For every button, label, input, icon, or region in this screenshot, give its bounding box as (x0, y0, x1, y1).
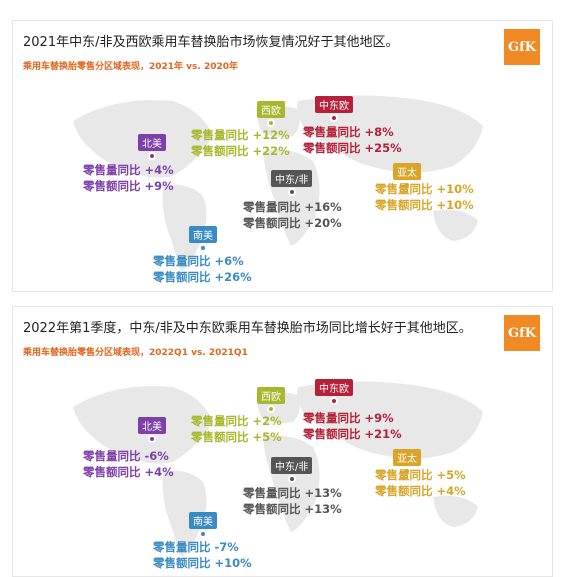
pin-marker-icon (148, 152, 156, 160)
asia-pacific-stats: 零售量同比 +10% 零售额同比 +10% (375, 181, 474, 213)
pin-marker-icon (287, 188, 296, 196)
region-label-north-america: 北美 (138, 417, 166, 434)
north-america-stats: 零售量同比 +4% 零售额同比 +9% (83, 162, 174, 194)
pin-marker-icon (287, 475, 296, 483)
sales-value-yoy: 零售额同比 +20% (243, 216, 342, 230)
gfk-logo: GfK (504, 29, 540, 65)
sales-value-yoy: 零售额同比 +21% (303, 427, 402, 441)
pin-marker-icon (403, 181, 411, 189)
region-pin-middle-east-africa: 中东/非 (271, 455, 313, 483)
pin-marker-icon (267, 119, 275, 127)
pin-marker-icon (199, 244, 207, 252)
sales-volume-yoy: 零售量同比 +6% (153, 254, 244, 268)
subtitle: 乘用车替换胎零售分区域表现，2021年 vs. 2020年 (23, 62, 239, 72)
asia-pacific-stats: 零售量同比 +5% 零售额同比 +4% (375, 467, 466, 499)
region-label-middle-east-africa: 中东/非 (271, 457, 313, 474)
region-pin-western-europe: 西欧 (257, 99, 285, 127)
sales-value-yoy: 零售额同比 +4% (83, 465, 174, 479)
region-pin-middle-east-africa: 中东/非 (271, 168, 313, 196)
region-label-central-eastern-europe: 中东欧 (315, 379, 353, 396)
sales-volume-yoy: 零售量同比 +12% (191, 128, 290, 142)
sales-value-yoy: 零售额同比 +9% (83, 179, 174, 193)
middle-east-africa-stats: 零售量同比 +16% 零售额同比 +20% (243, 199, 342, 231)
sales-value-yoy: 零售额同比 +22% (191, 144, 290, 158)
western-europe-stats: 零售量同比 +12% 零售额同比 +22% (191, 127, 290, 159)
subtitle: 乘用车替换胎零售分区域表现，2022Q1 vs. 2021Q1 (23, 348, 248, 358)
region-pin-south-america: 南美 (189, 510, 217, 538)
central-eastern-europe-stats: 零售量同比 +9% 零售额同比 +21% (303, 410, 402, 442)
western-europe-stats: 零售量同比 +2% 零售额同比 +5% (191, 413, 282, 445)
region-label-asia-pacific: 亚太 (393, 449, 421, 466)
region-pin-central-eastern-europe: 中东欧 (315, 377, 353, 405)
sales-volume-yoy: 零售量同比 +4% (83, 163, 174, 177)
sales-volume-yoy: 零售量同比 -7% (153, 540, 239, 554)
sales-value-yoy: 零售额同比 +5% (191, 430, 282, 444)
region-pin-asia-pacific: 亚太 (393, 161, 421, 189)
region-label-asia-pacific: 亚太 (393, 163, 421, 180)
region-pin-north-america: 北美 (138, 132, 166, 160)
region-pin-western-europe: 西欧 (257, 385, 285, 413)
sales-value-yoy: 零售额同比 +25% (303, 141, 402, 155)
pin-marker-icon (148, 435, 156, 443)
sales-volume-yoy: 零售量同比 +9% (303, 411, 394, 425)
sales-volume-yoy: 零售量同比 +13% (243, 486, 342, 500)
pin-marker-icon (330, 397, 338, 405)
region-pin-asia-pacific: 亚太 (393, 447, 421, 475)
region-pin-south-america: 南美 (189, 224, 217, 252)
headline: 2022年第1季度，中东/非及中东欧乘用车替换胎市场同比增长好于其他地区。 (23, 321, 472, 336)
region-label-north-america: 北美 (138, 134, 166, 151)
region-label-south-america: 南美 (189, 226, 217, 243)
region-label-central-eastern-europe: 中东欧 (315, 96, 353, 113)
region-pin-north-america: 北美 (138, 415, 166, 443)
sales-value-yoy: 零售额同比 +4% (375, 484, 466, 498)
sales-value-yoy: 零售额同比 +26% (153, 270, 252, 284)
panel-2022q1: 2022年第1季度，中东/非及中东欧乘用车替换胎市场同比增长好于其他地区。 乘用… (12, 306, 553, 577)
middle-east-africa-stats: 零售量同比 +13% 零售额同比 +13% (243, 485, 342, 517)
pin-marker-icon (199, 530, 207, 538)
sales-value-yoy: 零售额同比 +10% (375, 198, 474, 212)
panel-2021: 2021年中东/非及西欧乘用车替换胎市场恢复情况好于其他地区。 乘用车替换胎零售… (12, 20, 553, 292)
region-label-south-america: 南美 (189, 512, 217, 529)
region-label-western-europe: 西欧 (257, 101, 285, 118)
region-pin-central-eastern-europe: 中东欧 (315, 94, 353, 122)
sales-volume-yoy: 零售量同比 -6% (83, 449, 169, 463)
sales-volume-yoy: 零售量同比 +10% (375, 182, 474, 196)
pin-marker-icon (267, 405, 275, 413)
sales-value-yoy: 零售额同比 +13% (243, 502, 342, 516)
sales-volume-yoy: 零售量同比 +16% (243, 200, 342, 214)
sales-volume-yoy: 零售量同比 +8% (303, 125, 394, 139)
sales-volume-yoy: 零售量同比 +5% (375, 468, 466, 482)
pin-marker-icon (403, 467, 411, 475)
gfk-logo: GfK (504, 315, 540, 351)
central-eastern-europe-stats: 零售量同比 +8% 零售额同比 +25% (303, 124, 402, 156)
sales-value-yoy: 零售额同比 +10% (153, 556, 252, 570)
pin-marker-icon (330, 114, 338, 122)
headline: 2021年中东/非及西欧乘用车替换胎市场恢复情况好于其他地区。 (23, 35, 399, 50)
sales-volume-yoy: 零售量同比 +2% (191, 414, 282, 428)
south-america-stats: 零售量同比 -7% 零售额同比 +10% (153, 539, 252, 571)
north-america-stats: 零售量同比 -6% 零售额同比 +4% (83, 448, 174, 480)
south-america-stats: 零售量同比 +6% 零售额同比 +26% (153, 253, 252, 285)
region-label-western-europe: 西欧 (257, 387, 285, 404)
region-label-middle-east-africa: 中东/非 (271, 170, 313, 187)
